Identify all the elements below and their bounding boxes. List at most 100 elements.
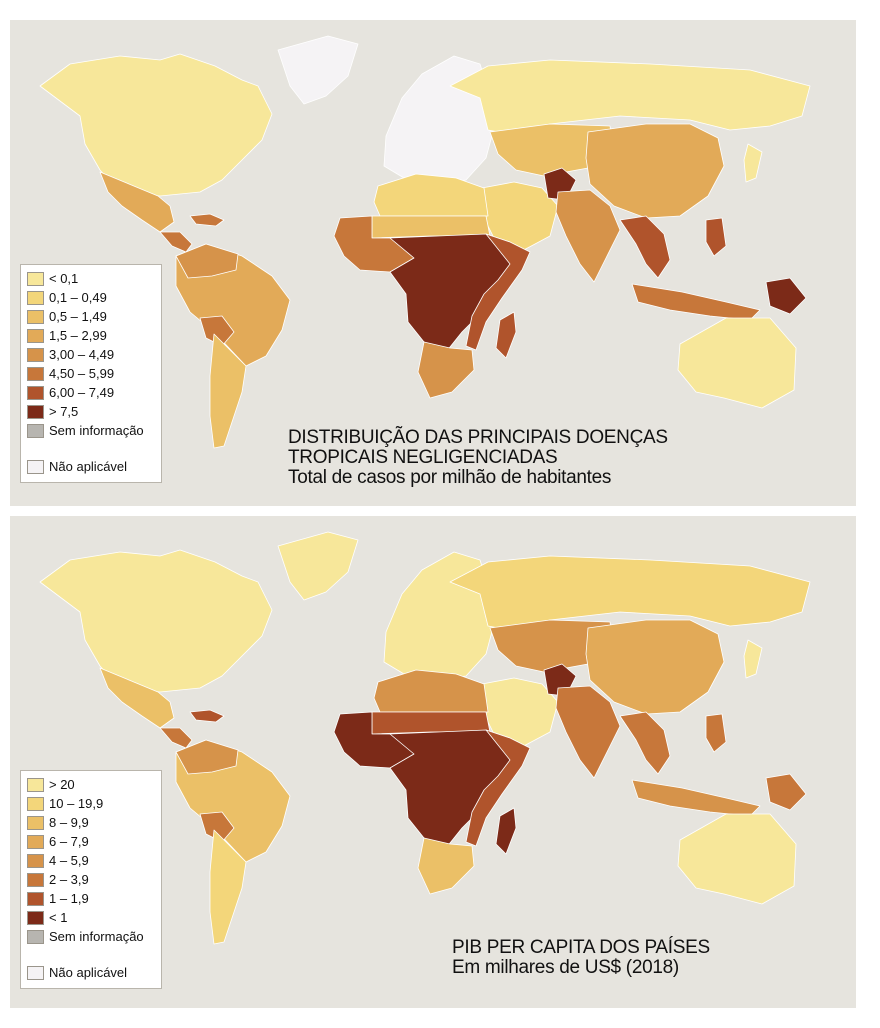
map-ntd-distribution: < 0,1 0,1 – 0,49 0,5 – 1,49 1,5 – 2,99 3…: [10, 20, 856, 506]
region-south-america-north: [175, 739, 239, 775]
map-title-line: TROPICAIS NEGLIGENCIADAS: [288, 447, 558, 468]
region-bolivia: [199, 811, 235, 843]
legend-label: 1,5 – 2,99: [49, 328, 107, 343]
region-australia: [677, 317, 797, 409]
legend-swatch: [27, 310, 44, 324]
legend-swatch: [27, 854, 44, 868]
legend-swatch: [27, 873, 44, 887]
legend-item: 1 – 1,9: [27, 891, 157, 910]
region-north-africa: [373, 669, 489, 713]
legend-swatch: [27, 930, 44, 944]
legend-item: 0,5 – 1,49: [27, 309, 157, 328]
legend-swatch: [27, 329, 44, 343]
region-east-africa: [465, 233, 531, 351]
legend-item: > 20: [27, 777, 157, 796]
legend-swatch: [27, 348, 44, 362]
region-north-america: [39, 53, 273, 197]
region-east-africa: [465, 729, 531, 847]
region-china: [585, 619, 725, 715]
legend-swatch: [27, 966, 44, 980]
legend-item: 8 – 9,9: [27, 815, 157, 834]
region-philippines: [705, 713, 727, 753]
region-japan: [743, 143, 763, 183]
legend-item: 1,5 – 2,99: [27, 328, 157, 347]
map-title: PIB PER CAPITA DOS PAÍSES Em milhares de…: [452, 938, 710, 978]
legend-swatch: [27, 386, 44, 400]
region-bolivia: [199, 315, 235, 347]
region-southeast-asia: [619, 215, 671, 279]
legend-item: 6,00 – 7,49: [27, 385, 157, 404]
region-new-guinea: [765, 277, 807, 315]
region-caribbean: [189, 213, 225, 227]
legend-label: Sem informação: [49, 423, 144, 438]
legend-swatch: [27, 835, 44, 849]
region-south-america-north: [175, 243, 239, 279]
legend-item: 10 – 19,9: [27, 796, 157, 815]
region-north-africa: [373, 173, 489, 217]
legend-label: Não aplicável: [49, 459, 128, 474]
legend-item: 4,50 – 5,99: [27, 366, 157, 385]
legend-swatch: [27, 424, 44, 438]
legend-label: 0,1 – 0,49: [49, 290, 107, 305]
legend-item: 3,00 – 4,49: [27, 347, 157, 366]
legend-label: 1 – 1,9: [49, 891, 89, 906]
legend-label: Sem informação: [49, 929, 144, 944]
region-japan: [743, 639, 763, 679]
map-legend: < 0,1 0,1 – 0,49 0,5 – 1,49 1,5 – 2,99 3…: [20, 264, 162, 483]
region-greenland: [277, 531, 359, 601]
region-north-america: [39, 549, 273, 693]
legend-swatch: [27, 460, 44, 474]
legend-item: < 0,1: [27, 271, 157, 290]
region-new-guinea: [765, 773, 807, 811]
world-map: [39, 35, 811, 449]
map-title-line: DISTRIBUIÇÃO DAS PRINCIPAIS DOENÇAS: [288, 427, 668, 448]
map-legend: > 20 10 – 19,9 8 – 9,9 6 – 7,9 4 – 5,9 2…: [20, 770, 162, 989]
region-madagascar: [495, 311, 517, 359]
legend-swatch: [27, 911, 44, 925]
legend-label: < 0,1: [49, 271, 79, 286]
legend-label: 8 – 9,9: [49, 815, 89, 830]
map-gdp-per-capita: > 20 10 – 19,9 8 – 9,9 6 – 7,9 4 – 5,9 2…: [10, 516, 856, 1008]
legend-swatch: [27, 816, 44, 830]
legend-swatch: [27, 405, 44, 419]
legend-label: 6,00 – 7,49: [49, 385, 115, 400]
legend-item: > 7,5: [27, 404, 157, 423]
region-southern-africa: [417, 341, 475, 399]
map-subtitle: Total de casos por milhão de habitantes: [288, 467, 612, 488]
region-greenland: [277, 35, 359, 105]
world-map: [39, 531, 811, 945]
map-subtitle: Em milhares de US$ (2018): [452, 957, 679, 978]
legend-item: < 1: [27, 910, 157, 929]
legend-label: 10 – 19,9: [49, 796, 104, 811]
legend-swatch: [27, 797, 44, 811]
region-southern-cone: [209, 829, 247, 945]
region-central-america: [159, 727, 193, 749]
region-australia: [677, 813, 797, 905]
legend-label: 2 – 3,9: [49, 872, 89, 887]
legend-label: 0,5 – 1,49: [49, 309, 107, 324]
region-southern-cone: [209, 333, 247, 449]
legend-label: > 20: [49, 777, 75, 792]
legend-item: Não aplicável: [27, 459, 157, 478]
legend-item: 6 – 7,9: [27, 834, 157, 853]
region-philippines: [705, 217, 727, 257]
legend-label: < 1: [49, 910, 68, 925]
legend-label: 4,50 – 5,99: [49, 366, 115, 381]
region-south-asia: [555, 189, 621, 283]
legend-label: 6 – 7,9: [49, 834, 89, 849]
region-indonesia: [631, 283, 761, 321]
region-caribbean: [189, 709, 225, 723]
region-madagascar: [495, 807, 517, 855]
region-south-asia: [555, 685, 621, 779]
legend-item: Não aplicável: [27, 965, 157, 984]
region-russia: [449, 59, 811, 135]
legend-label: 3,00 – 4,49: [49, 347, 115, 362]
region-indonesia: [631, 779, 761, 817]
legend-item: Sem informação: [27, 423, 157, 459]
legend-swatch: [27, 892, 44, 906]
region-central-america: [159, 231, 193, 253]
legend-item: Sem informação: [27, 929, 157, 965]
legend-swatch: [27, 778, 44, 792]
map-title: DISTRIBUIÇÃO DAS PRINCIPAIS DOENÇAS TROP…: [288, 428, 668, 488]
region-russia: [449, 555, 811, 631]
